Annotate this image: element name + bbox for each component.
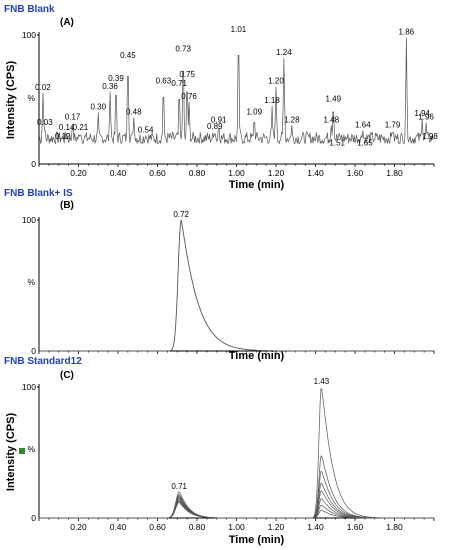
y-tick-label-top-1: 100 [22, 215, 36, 225]
peak-label-32: 1.94 [414, 109, 430, 118]
x-tick-label-2: 1.80 [386, 522, 403, 532]
peak-label-25: 1.48 [324, 115, 340, 124]
trace-series-1 [39, 455, 434, 519]
peak-label-19: 1.01 [231, 25, 247, 34]
y-tick-label-top-2: 100 [22, 382, 36, 392]
peak-label-17: 0.89 [207, 122, 223, 131]
x-tick-label-2: 1.40 [307, 522, 324, 532]
x-tick-label-0: 1.80 [386, 168, 403, 178]
peak-label-13: 0.71 [171, 79, 187, 88]
x-tick-label-0: 0.60 [149, 168, 166, 178]
peak-label-20: 1.09 [246, 108, 262, 117]
peak-label-4: 0.17 [65, 113, 81, 122]
percent-label-1: % [27, 277, 35, 287]
peak-label-31: 1.86 [399, 28, 415, 37]
y-tick-label-bottom-1: 0 [31, 346, 36, 356]
trace-series-5 [39, 498, 434, 519]
x-tick-label-2: 1.00 [228, 522, 245, 532]
x-tick-label-0: 1.40 [307, 168, 324, 178]
trace-series-0 [39, 219, 434, 352]
peak-label-33: 1.96 [418, 113, 434, 122]
percent-label-0: % [27, 93, 35, 103]
x-tick-label-0: 1.20 [268, 168, 285, 178]
peak-label-22: 1.20 [268, 77, 284, 86]
trace-series-6 [39, 500, 434, 519]
peak-label-6: 0.30 [90, 102, 106, 111]
peak-label-1: 0.03 [37, 118, 53, 127]
trace-series-7 [39, 501, 434, 519]
trace-series-0 [39, 387, 434, 519]
panel-label-0: (A) [60, 17, 74, 28]
x-tick-label-2: 1.60 [347, 522, 364, 532]
x-tick-label-0: 0.20 [70, 168, 87, 178]
legend-marker [19, 448, 25, 454]
trace-series-4 [39, 490, 434, 519]
peak-label-0: 0.72 [173, 210, 189, 219]
peak-label-34: 1.98 [422, 132, 438, 141]
y-tick-label-bottom-2: 0 [31, 513, 36, 523]
peak-label-29: 1.65 [357, 139, 373, 148]
peak-label-14: 0.73 [175, 44, 191, 53]
panel-label-1: (B) [60, 200, 74, 211]
x-axis-title-1: Time (min) [229, 350, 285, 362]
x-tick-label-2: 0.60 [149, 522, 166, 532]
peak-label-9: 0.45 [120, 51, 136, 60]
peak-label-24: 1.28 [284, 115, 300, 124]
trace-series-0 [38, 37, 434, 145]
peak-label-7: 0.36 [102, 82, 118, 91]
x-tick-label-2: 0.40 [110, 522, 127, 532]
chart-title-0: FNB Blank [4, 4, 55, 15]
x-tick-label-0: 0.80 [189, 168, 206, 178]
peak-label-26: 1.49 [325, 95, 341, 104]
peak-label-11: 0.54 [138, 126, 154, 135]
peak-label-28: 1.64 [355, 120, 371, 129]
y-axis-title-2: Intensity (CPS) [5, 413, 17, 492]
x-tick-label-0: 1.00 [228, 168, 245, 178]
peak-label-8: 0.39 [108, 74, 124, 83]
peak-label-5: 0.21 [73, 123, 89, 132]
peak-label-0: 0.02 [35, 83, 51, 92]
trace-series-3 [39, 482, 434, 519]
peak-label-0: 0.71 [171, 482, 187, 491]
peak-label-16: 0.76 [181, 92, 197, 101]
percent-label-2: % [27, 444, 35, 454]
x-tick-label-0: 0.40 [110, 168, 127, 178]
peak-label-2: 0.12 [55, 132, 71, 141]
peak-label-3: 0.14 [59, 123, 75, 132]
peak-label-23: 1.24 [276, 48, 292, 57]
peak-label-27: 1.51 [329, 139, 345, 148]
peak-label-12: 0.63 [156, 77, 172, 86]
peak-label-10: 0.48 [126, 108, 142, 117]
peak-label-1: 1.43 [314, 377, 330, 386]
peak-label-21: 1.18 [264, 96, 280, 105]
x-tick-label-2: 0.20 [70, 522, 87, 532]
x-tick-label-2: 1.20 [268, 522, 285, 532]
chart-title-1: FNB Blank+ IS [4, 188, 73, 199]
x-axis-title-2: Time (min) [229, 534, 285, 546]
peak-label-15: 0.75 [179, 70, 195, 79]
peak-label-30: 1.79 [385, 120, 401, 129]
panel-label-2: (C) [60, 370, 74, 381]
y-tick-label-bottom-0: 0 [31, 159, 36, 169]
x-axis-title-0: Time (min) [229, 179, 285, 191]
chart-title-2: FNB Standard12 [4, 356, 82, 367]
x-tick-label-2: 0.80 [189, 522, 206, 532]
peak-label-18: 0.91 [211, 115, 227, 124]
x-tick-label-0: 1.60 [347, 168, 364, 178]
trace-series-2 [39, 470, 434, 519]
y-axis-title-0: Intensity (CPS) [5, 61, 17, 140]
y-tick-label-top-0: 100 [22, 30, 36, 40]
